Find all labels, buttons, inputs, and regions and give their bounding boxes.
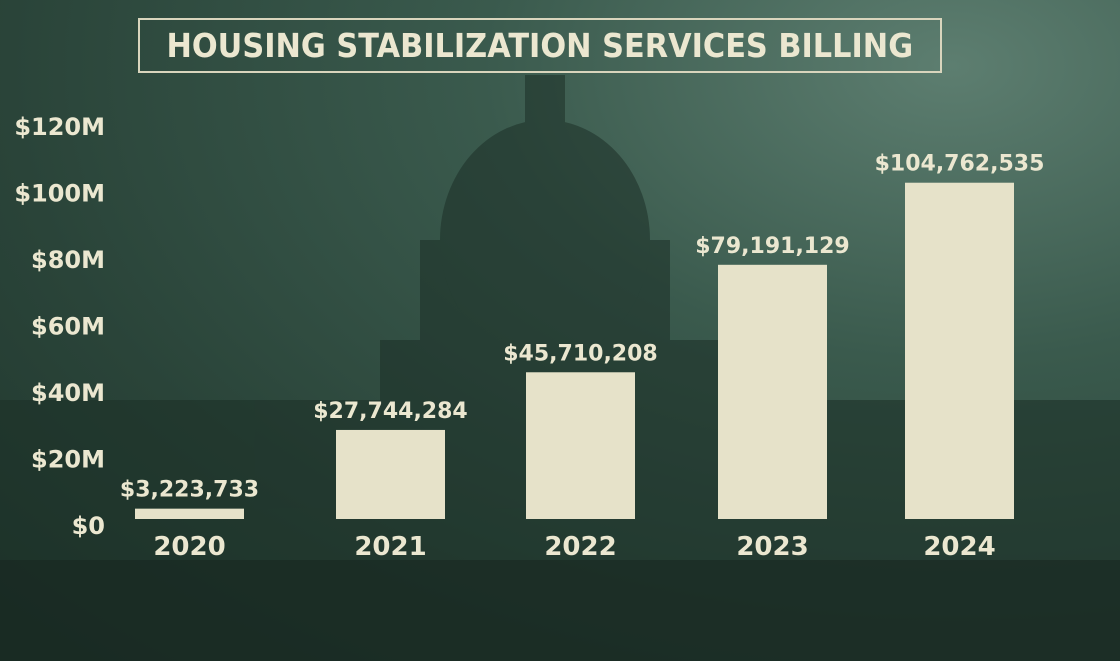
y-tick-label: $40M — [31, 379, 105, 407]
chart-title: HOUSING STABILIZATION SERVICES BILLING — [166, 26, 914, 65]
bar-2024 — [905, 182, 1014, 519]
x-tick-label-2020: 2020 — [153, 532, 225, 562]
x-tick-label-2024: 2024 — [923, 532, 995, 562]
chart-title-box: HOUSING STABILIZATION SERVICES BILLING — [138, 18, 942, 73]
y-tick-label: $80M — [31, 246, 105, 274]
y-tick-label: $0 — [72, 512, 105, 540]
y-tick-label: $60M — [31, 312, 105, 340]
data-label-2024: $104,762,535 — [875, 152, 1045, 177]
y-tick-label: $120M — [14, 113, 105, 141]
y-tick-label: $20M — [31, 445, 105, 473]
data-label-2022: $45,710,208 — [503, 341, 657, 366]
bar-2021 — [336, 429, 445, 519]
y-tick-label: $100M — [14, 179, 105, 207]
data-label-2023: $79,191,129 — [695, 234, 849, 259]
x-tick-label-2023: 2023 — [736, 532, 808, 562]
bar-2020 — [135, 508, 244, 519]
bar-2023 — [718, 264, 827, 519]
data-label-2020: $3,223,733 — [120, 478, 259, 503]
x-tick-label-2021: 2021 — [354, 532, 426, 562]
x-tick-label-2022: 2022 — [544, 532, 616, 562]
bar-2022 — [526, 372, 635, 519]
data-label-2021: $27,744,284 — [313, 399, 467, 424]
